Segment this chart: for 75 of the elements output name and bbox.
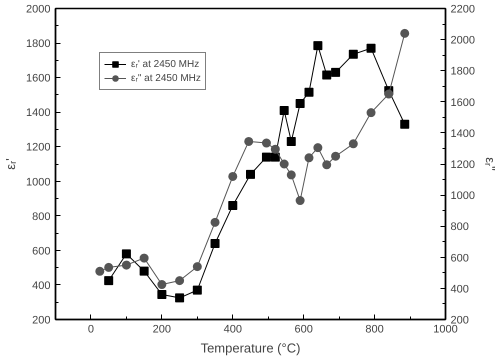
x-tick-label: 400: [224, 324, 242, 336]
point: [192, 262, 202, 272]
point: [175, 276, 184, 286]
y-tick-label: 1800: [26, 38, 51, 50]
point: [348, 139, 358, 148]
point: [140, 254, 149, 263]
point: [313, 41, 322, 50]
y-axis-title: εᵣ': [3, 158, 18, 170]
point: [348, 50, 358, 59]
point: [296, 196, 305, 206]
point: [322, 70, 332, 80]
point: [280, 160, 289, 168]
x-tick-label: 800: [365, 324, 384, 336]
point: [366, 44, 376, 53]
y2-tick-label: 2200: [450, 4, 475, 16]
y-tick-label: 400: [32, 280, 51, 292]
x-tick-label: 200: [152, 324, 172, 336]
point: [140, 266, 149, 276]
y-tick-label: 1000: [26, 176, 51, 188]
y2-tick-label: 1800: [450, 66, 475, 78]
y2-tick-label: 400: [450, 283, 469, 296]
x-tick-label: 600: [294, 324, 313, 336]
y-tick-label: 800: [32, 210, 51, 223]
point: [228, 172, 238, 181]
x-axis-title: Temperature (°C): [200, 340, 300, 356]
point: [262, 152, 271, 162]
y-tick-label: 1600: [26, 72, 51, 85]
y2-axis-title: εᵣ": [482, 157, 498, 172]
point: [304, 88, 314, 97]
y-tick-label: 200: [32, 314, 51, 326]
y2-tick-label: 200: [450, 314, 469, 326]
point: [244, 136, 254, 146]
y2-tick-label: 1000: [450, 190, 475, 202]
point: [246, 170, 255, 179]
y2-tick-label: 2000: [450, 34, 475, 47]
point: [157, 280, 166, 290]
x-tick-label: 0: [88, 324, 94, 336]
point: [313, 143, 322, 152]
y2-tick-label: 1200: [450, 159, 475, 171]
point: [228, 200, 238, 210]
point: [322, 160, 332, 170]
point: [286, 137, 296, 146]
y2-tick-label: 800: [450, 221, 469, 234]
point: [104, 262, 114, 272]
point: [270, 144, 280, 154]
point: [331, 68, 340, 77]
point: [366, 108, 376, 118]
y2-tick-label: 600: [450, 252, 469, 264]
point: [331, 152, 340, 161]
point: [304, 153, 314, 162]
point: [210, 238, 220, 248]
point: [122, 260, 131, 270]
point: [192, 286, 202, 295]
x-tick-label: 1000: [433, 324, 458, 336]
legend-label: εᵣ' at 2450 MHz: [131, 58, 200, 71]
point: [104, 276, 114, 286]
point: [400, 28, 410, 38]
y-tick-label: 600: [32, 245, 51, 258]
point: [262, 138, 271, 148]
point: [95, 266, 104, 276]
y2-tick-label: 1600: [450, 96, 475, 109]
y-tick-label: 1200: [26, 142, 51, 154]
y2-tick-label: 1400: [450, 128, 475, 140]
point: [210, 218, 220, 227]
point: [175, 293, 184, 302]
point: [286, 170, 296, 180]
point: [384, 90, 394, 99]
y-tick-label: 2000: [26, 4, 51, 16]
point: [296, 99, 305, 108]
point: [280, 106, 289, 115]
point: [122, 249, 131, 258]
point: [157, 290, 166, 299]
legend-label: εᵣ" at 2450 MHz: [131, 72, 201, 85]
y-tick-label: 1400: [26, 107, 51, 120]
point: [400, 120, 410, 129]
